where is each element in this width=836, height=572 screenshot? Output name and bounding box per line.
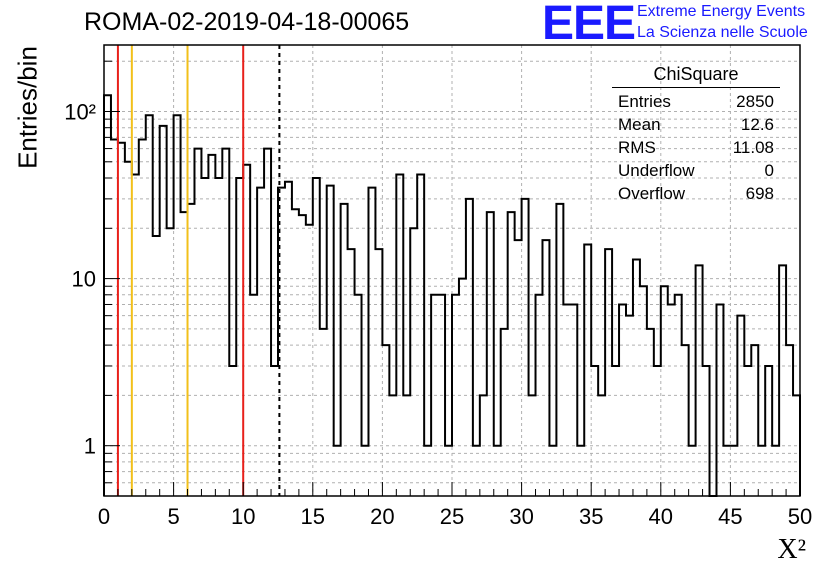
stats-label: Mean xyxy=(618,115,661,134)
chart-title: ROMA-02-2019-04-18-00065 xyxy=(84,8,410,36)
stats-row-rms: RMS 11.08 xyxy=(612,136,780,159)
logo-line-2: La Scienza nelle Scuole xyxy=(637,24,808,41)
stats-row-entries: Entries 2850 xyxy=(612,90,780,113)
x-tick-label: 35 xyxy=(579,504,603,529)
x-tick-label: 10 xyxy=(231,504,255,529)
y-tick-label: 10² xyxy=(64,99,96,124)
stats-label: RMS xyxy=(618,138,656,157)
stats-value: 698 xyxy=(745,184,774,203)
x-tick-label: 5 xyxy=(167,504,179,529)
axis-layer: 0 5 10 15 20 25 30 35 40 45 50 1 10 10² xyxy=(64,60,812,529)
x-tick-label: 40 xyxy=(649,504,673,529)
stats-row-underflow: Underflow 0 xyxy=(612,159,780,182)
x-tick-label: 25 xyxy=(440,504,464,529)
x-tick-label: 45 xyxy=(718,504,742,529)
y-tick-label: 10 xyxy=(72,267,96,292)
stats-value: 11.08 xyxy=(732,138,774,157)
logo-line-1: Extreme Energy Events xyxy=(637,3,806,20)
stats-value: 12.6 xyxy=(740,115,774,134)
plot-frame xyxy=(103,44,801,497)
stats-row-overflow: Overflow 698 xyxy=(612,182,780,205)
histogram-layer xyxy=(103,94,801,497)
histogram-outline xyxy=(103,94,801,497)
x-tick-label: 20 xyxy=(370,504,394,529)
x-tick-label: 0 xyxy=(98,504,110,529)
stats-label: Entries xyxy=(618,92,671,111)
stats-value: 2850 xyxy=(736,92,774,111)
y-tick-label: 1 xyxy=(84,434,96,459)
stats-row-mean: Mean 12.6 xyxy=(612,113,780,136)
stats-box: ChiSquare Entries 2850 Mean 12.6 RMS 11.… xyxy=(612,64,780,205)
stats-value: 0 xyxy=(764,161,774,180)
eee-logo: EEE xyxy=(542,0,636,50)
stats-label: Underflow xyxy=(618,161,695,180)
x-tick-label: 30 xyxy=(509,504,533,529)
x-tick-label: 50 xyxy=(788,504,812,529)
stats-divider xyxy=(612,87,780,88)
x-tick-label: 15 xyxy=(301,504,325,529)
stats-title: ChiSquare xyxy=(653,64,739,84)
stats-label: Overflow xyxy=(618,184,686,203)
x-axis-label: X² xyxy=(777,534,806,565)
threshold-lines-layer xyxy=(116,45,281,496)
